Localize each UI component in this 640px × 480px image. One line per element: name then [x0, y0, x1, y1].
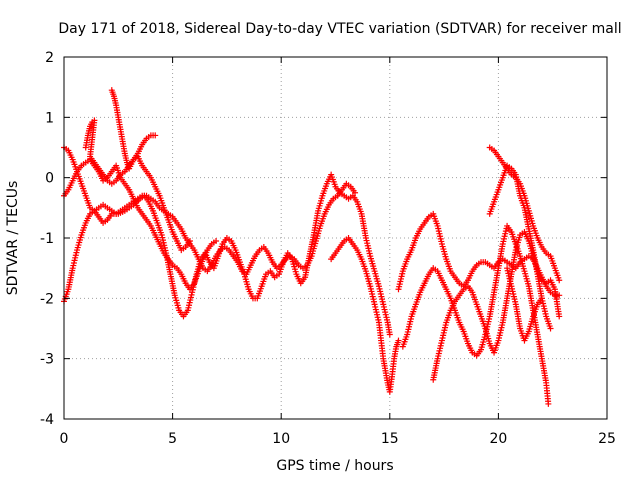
series-track-f: [328, 235, 402, 395]
x-tick-label: 5: [168, 431, 177, 447]
chart-title: Day 171 of 2018, Sidereal Day-to-day VTE…: [58, 21, 621, 37]
y-tick-label: -3: [40, 352, 54, 368]
grid-lines: [64, 57, 607, 419]
y-axis-label: SDTVAR / TECUs: [5, 181, 21, 296]
y-tick-label: 2: [45, 50, 54, 66]
data-point: [152, 132, 159, 139]
data-point: [352, 189, 359, 196]
x-axis-label: GPS time / hours: [276, 458, 393, 474]
data-point: [556, 292, 563, 299]
data-point: [386, 331, 393, 338]
plot-frame: [63, 56, 608, 420]
series-track-h: [399, 222, 552, 407]
data-point: [213, 238, 220, 245]
series-track-e: [108, 87, 193, 254]
series-track-l: [504, 265, 545, 344]
data-point: [186, 238, 193, 245]
data-point: [538, 295, 545, 302]
data-point: [547, 325, 554, 332]
y-tick-label: -4: [40, 412, 54, 428]
x-tick-label: 20: [489, 431, 507, 447]
x-axis-ticks: 0 5 10 15 20 25: [60, 57, 616, 447]
x-tick-label: 0: [60, 431, 69, 447]
series-track-k: [486, 162, 554, 332]
data-points: [61, 87, 563, 407]
y-tick-label: -1: [40, 231, 54, 247]
x-tick-label: 25: [598, 431, 616, 447]
data-point: [556, 277, 563, 284]
data-point: [545, 400, 552, 407]
data-point: [395, 337, 402, 344]
y-tick-label: 1: [45, 110, 54, 126]
series-track-i: [430, 228, 563, 383]
series-track-a: [61, 171, 393, 338]
series-track-j: [486, 144, 563, 284]
x-tick-label: 10: [272, 431, 290, 447]
data-point: [556, 313, 563, 320]
x-tick-label: 15: [381, 431, 399, 447]
y-tick-label: 0: [45, 171, 54, 187]
y-tick-label: -2: [40, 291, 54, 307]
y-axis-ticks: -4 -3 -2 -1 0 1 2: [40, 50, 607, 428]
